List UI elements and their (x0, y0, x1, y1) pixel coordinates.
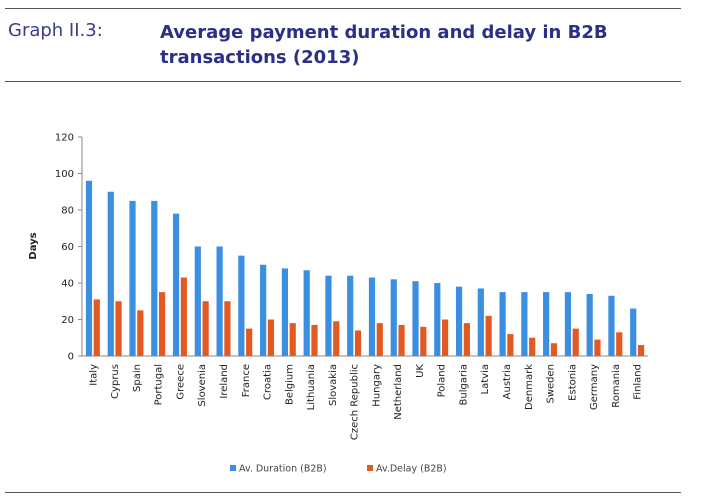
header-rule (5, 81, 681, 82)
duration-bar (543, 292, 550, 356)
delay-bar (93, 299, 100, 356)
duration-bar (390, 279, 397, 356)
x-tick-label: Slovenia (197, 364, 208, 407)
x-tick-label: Sweden (546, 364, 557, 404)
delay-bar (115, 301, 122, 356)
x-tick-label: Cyprus (110, 364, 121, 399)
x-tick-label: UK (415, 364, 426, 378)
legend-label-duration: Av. Duration (B2B) (239, 464, 327, 475)
duration-bar (303, 270, 310, 356)
duration-bar (499, 292, 506, 356)
legend-label-delay: Av.Delay (B2B) (376, 464, 447, 475)
legend-swatch-delay (367, 465, 373, 471)
duration-bar (85, 180, 93, 356)
duration-bar (260, 264, 267, 356)
y-tick-label: 0 (68, 352, 74, 363)
delay-bar (158, 292, 166, 356)
delay-bar (485, 315, 492, 356)
x-tick-label: Poland (437, 364, 448, 397)
x-tick-label: Spain (132, 364, 143, 392)
top-rule (5, 8, 681, 9)
duration-bar (172, 213, 180, 356)
duration-bar (412, 281, 419, 356)
x-tick-label: Bulgaria (458, 364, 469, 405)
x-tick-label: Finland (633, 364, 644, 400)
x-tick-label: Czech Republic (350, 364, 361, 440)
x-tick-label: Netherland (393, 364, 404, 420)
x-tick-label: Lithuania (306, 364, 317, 410)
x-tick-label: France (241, 364, 252, 397)
x-tick-label: Slovakia (328, 364, 339, 406)
duration-bar (455, 286, 463, 356)
duration-bar (434, 283, 441, 356)
y-tick-label: 120 (55, 133, 74, 144)
duration-bar (368, 277, 376, 356)
legend-swatch-duration (230, 465, 236, 471)
duration-bar (107, 191, 114, 356)
delay-bar (441, 319, 449, 356)
duration-bar (630, 308, 637, 356)
delay-bar (507, 334, 514, 356)
delay-bar (463, 323, 470, 356)
duration-bar (347, 275, 354, 356)
delay-bar (311, 324, 318, 356)
duration-bar (521, 292, 528, 356)
x-tick-label: Greece (175, 364, 186, 400)
x-tick-label: Italy (88, 364, 99, 386)
duration-bar (477, 288, 484, 356)
duration-bar (325, 275, 332, 356)
delay-bar (594, 339, 601, 356)
duration-bar (129, 200, 136, 356)
duration-bar (281, 268, 289, 356)
duration-bar (238, 255, 245, 356)
y-tick-label: 20 (61, 315, 74, 326)
y-tick-label: 80 (61, 206, 74, 217)
delay-bar (637, 345, 645, 356)
delay-bar (572, 328, 579, 356)
bars (85, 180, 645, 356)
delay-bar (354, 330, 362, 356)
y-tick-label: 40 (61, 279, 74, 290)
duration-bar (586, 293, 593, 356)
graph-title: Average payment duration and delay in B2… (160, 22, 608, 68)
delay-bar (420, 326, 427, 356)
y-axis-label: Days (28, 232, 39, 259)
delay-bar (246, 328, 253, 356)
duration-bar (608, 295, 615, 356)
duration-bar (194, 246, 201, 356)
y-tick-label: 60 (61, 242, 74, 253)
delay-bar (550, 343, 558, 356)
delay-bar (289, 323, 296, 356)
bottom-rule (5, 492, 681, 493)
x-tick-labels: Italy Cyprus Spain Portugal Greece Slovenia Ir… (88, 364, 643, 441)
delay-bar (333, 321, 340, 356)
duration-bar (151, 200, 158, 356)
legend: Av. Duration (B2B) Av.Delay (B2B) (230, 464, 447, 475)
x-tick-label: Latvia (480, 364, 491, 394)
x-tick-label: Belgium (284, 364, 295, 405)
delay-bar (529, 337, 536, 356)
duration-bar (564, 292, 572, 356)
x-tick-label: Germany (589, 364, 600, 410)
delay-bar (202, 301, 209, 356)
x-tick-label: Estonia (567, 364, 578, 401)
x-tick-label: Denmark (524, 364, 535, 410)
x-tick-label: Romania (611, 364, 622, 408)
graph-label: Graph II.3: (8, 20, 103, 41)
x-tick-label: Croatia (263, 364, 274, 400)
x-tick-label: Ireland (219, 364, 230, 399)
x-tick-label: Hungary (371, 364, 382, 407)
delay-bar (180, 277, 187, 356)
y-tick-label: 100 (55, 169, 74, 180)
duration-bar (216, 246, 223, 356)
delay-bar (376, 323, 383, 356)
delay-bar (137, 310, 144, 356)
x-tick-label: Portugal (154, 364, 165, 405)
delay-bar (398, 324, 405, 356)
delay-bar (267, 319, 275, 356)
x-tick-label: Austria (502, 364, 513, 399)
delay-bar (616, 332, 623, 356)
delay-bar (224, 301, 231, 356)
